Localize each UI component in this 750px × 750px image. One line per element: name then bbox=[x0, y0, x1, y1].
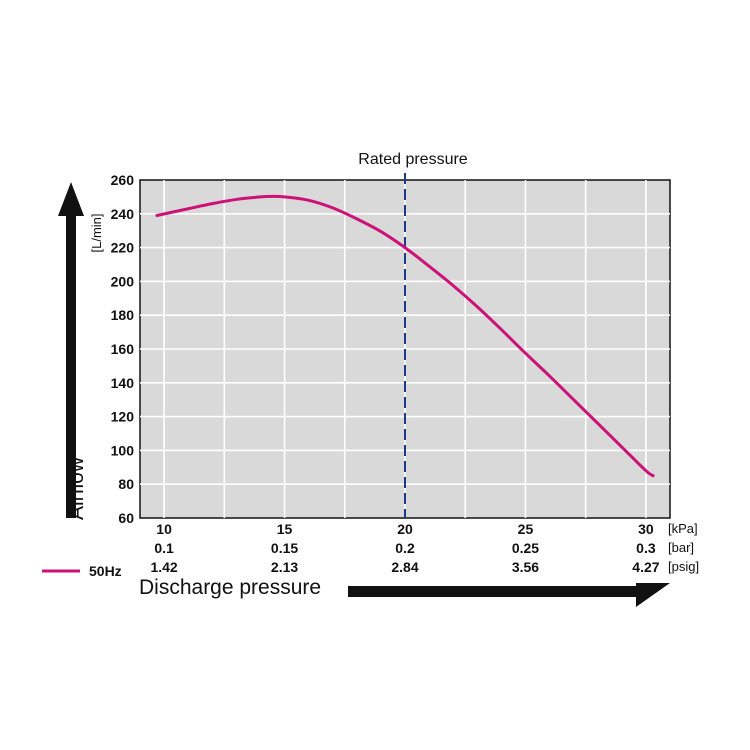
y-tick-label: 160 bbox=[111, 341, 135, 357]
x-unit-label: [bar] bbox=[668, 540, 694, 555]
y-tick-labels: 60 80 100 120 140 160 180 200 220 240 260 bbox=[111, 172, 135, 526]
y-tick-label: 180 bbox=[111, 307, 135, 323]
x-tick-label: 2.84 bbox=[391, 559, 418, 575]
x-tick-label: 0.2 bbox=[395, 540, 415, 556]
y-tick-label: 240 bbox=[111, 206, 135, 222]
x-tick-labels: 10 15 20 25 30 0.1 0.15 0.2 0.25 0.3 1.42 2.13 2.84 3… bbox=[150, 521, 659, 575]
x-tick-label: 15 bbox=[277, 521, 293, 537]
x-axis-arrow bbox=[348, 583, 670, 607]
x-tick-label: 0.25 bbox=[512, 540, 539, 556]
y-tick-label: 120 bbox=[111, 409, 135, 425]
y-unit-label: [L/min] bbox=[89, 213, 104, 252]
y-tick-label: 80 bbox=[118, 476, 134, 492]
x-unit-labels: [kPa] [bar] [psig] bbox=[668, 521, 699, 574]
y-axis-title: Airflow bbox=[65, 456, 88, 520]
x-tick-label: 2.13 bbox=[271, 559, 298, 575]
x-tick-label: 0.15 bbox=[271, 540, 298, 556]
x-unit-label: [psig] bbox=[668, 559, 699, 574]
y-tick-label: 200 bbox=[111, 273, 135, 289]
y-tick-label: 260 bbox=[111, 172, 135, 188]
rated-pressure-label: Rated pressure bbox=[358, 151, 467, 168]
y-tick-label: 220 bbox=[111, 240, 135, 256]
x-tick-label: 1.42 bbox=[150, 559, 177, 575]
x-tick-label: 0.3 bbox=[636, 540, 656, 556]
series-line-50hz bbox=[155, 194, 655, 478]
x-tick-label: 4.27 bbox=[632, 559, 659, 575]
y-tick-label: 60 bbox=[118, 510, 134, 526]
x-tick-label: 10 bbox=[156, 521, 172, 537]
x-tick-label: 30 bbox=[638, 521, 654, 537]
x-tick-label: 20 bbox=[397, 521, 413, 537]
y-tick-label: 100 bbox=[111, 442, 135, 458]
x-unit-label: [kPa] bbox=[668, 521, 698, 536]
y-axis-arrow bbox=[58, 182, 84, 518]
x-tick-label: 0.1 bbox=[154, 540, 174, 556]
x-axis-title: Discharge pressure bbox=[139, 576, 321, 599]
legend-label-50hz: 50Hz bbox=[89, 563, 122, 579]
y-tick-label: 140 bbox=[111, 375, 135, 391]
x-tick-label: 25 bbox=[518, 521, 534, 537]
x-tick-label: 3.56 bbox=[512, 559, 539, 575]
